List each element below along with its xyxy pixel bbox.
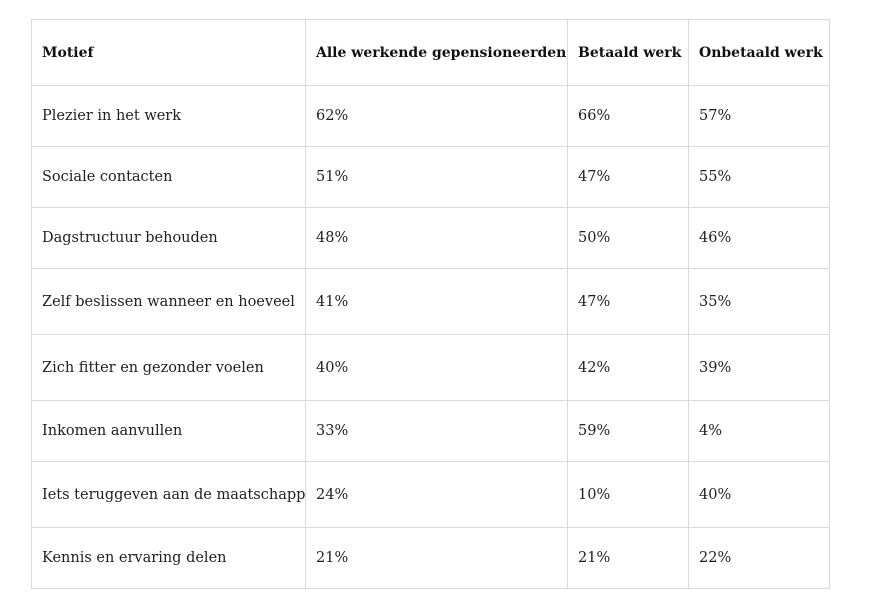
betaald-cell: 59%	[567, 400, 689, 462]
table-row: Iets teruggeven aan de maatschappij 24% …	[31, 461, 830, 528]
betaald-cell: 47%	[567, 146, 689, 208]
betaald-cell: 21%	[567, 527, 689, 589]
onbetaald-cell: 39%	[688, 334, 830, 401]
onbetaald-cell: 22%	[688, 527, 830, 589]
motief-cell: Zelf beslissen wanneer en hoeveel	[31, 268, 306, 335]
alle-cell: 41%	[305, 268, 568, 335]
betaald-cell: 42%	[567, 334, 689, 401]
onbetaald-cell: 40%	[688, 461, 830, 528]
alle-cell: 33%	[305, 400, 568, 462]
table-header-row: Motief Alle werkende gepensioneerden Bet…	[31, 19, 830, 86]
onbetaald-cell: 4%	[688, 400, 830, 462]
betaald-cell: 50%	[567, 207, 689, 269]
table-row: Sociale contacten 51% 47% 55%	[31, 146, 830, 208]
table-row: Kennis en ervaring delen 21% 21% 22%	[31, 527, 830, 589]
header-betaald-werk: Betaald werk	[567, 19, 689, 86]
alle-cell: 48%	[305, 207, 568, 269]
table-row: Zelf beslissen wanneer en hoeveel 41% 47…	[31, 268, 830, 335]
betaald-cell: 10%	[567, 461, 689, 528]
table-row: Zich fitter en gezonder voelen 40% 42% 3…	[31, 334, 830, 401]
header-alle-werkende-gepensioneerden: Alle werkende gepensioneerden	[305, 19, 568, 86]
table-row: Plezier in het werk 62% 66% 57%	[31, 85, 830, 147]
alle-cell: 62%	[305, 85, 568, 147]
table-row: Dagstructuur behouden 48% 50% 46%	[31, 207, 830, 269]
motief-cell: Kennis en ervaring delen	[31, 527, 306, 589]
motief-cell: Zich fitter en gezonder voelen	[31, 334, 306, 401]
betaald-cell: 66%	[567, 85, 689, 147]
betaald-cell: 47%	[567, 268, 689, 335]
table-row: Inkomen aanvullen 33% 59% 4%	[31, 400, 830, 462]
motief-cell: Dagstructuur behouden	[31, 207, 306, 269]
alle-cell: 21%	[305, 527, 568, 589]
onbetaald-cell: 35%	[688, 268, 830, 335]
motives-table: Motief Alle werkende gepensioneerden Bet…	[31, 19, 830, 589]
header-onbetaald-werk: Onbetaald werk	[688, 19, 830, 86]
motief-cell: Inkomen aanvullen	[31, 400, 306, 462]
alle-cell: 24%	[305, 461, 568, 528]
alle-cell: 51%	[305, 146, 568, 208]
alle-cell: 40%	[305, 334, 568, 401]
motief-cell: Plezier in het werk	[31, 85, 306, 147]
motief-cell: Iets teruggeven aan de maatschappij	[31, 461, 306, 528]
motief-cell: Sociale contacten	[31, 146, 306, 208]
onbetaald-cell: 57%	[688, 85, 830, 147]
onbetaald-cell: 46%	[688, 207, 830, 269]
header-motief: Motief	[31, 19, 306, 86]
onbetaald-cell: 55%	[688, 146, 830, 208]
